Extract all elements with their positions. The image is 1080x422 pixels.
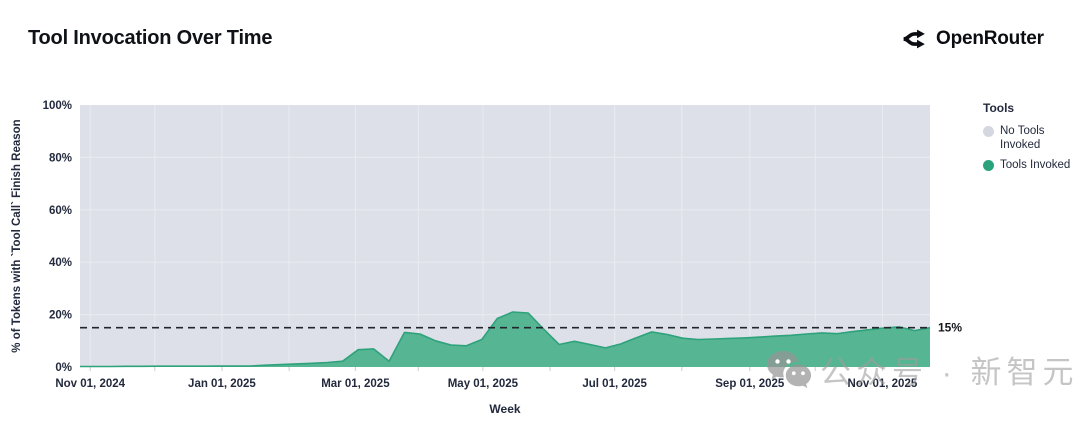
y-tick-label: 100% (43, 100, 72, 112)
gridlines (80, 105, 930, 367)
legend-item-tools-invoked[interactable]: Tools Invoked (983, 159, 1080, 173)
x-tick-label: Nov 01, 2024 (55, 378, 125, 390)
x-axis-labels: Nov 01, 2024 Jan 01, 2025 Mar 01, 2025 May … (55, 378, 917, 390)
page-title: Tool Invocation Over Time (28, 27, 273, 49)
y-axis-labels: 0% 20% 40% 60% 80% 100% (43, 100, 72, 374)
x-tick-label: May 01, 2025 (448, 378, 519, 390)
tools-invoked-line (80, 311, 931, 368)
chart-legend: Tools No Tools Invoked Tools Invoked (983, 101, 1080, 180)
tools-invoked-swatch (983, 160, 994, 172)
x-tick-label: Jul 01, 2025 (582, 378, 647, 390)
tools-invoked-area[interactable] (80, 312, 930, 367)
x-tick-label: Nov 01, 2025 (848, 378, 918, 390)
y-axis-title: % of Tokens with `Tool Call` Finish Reas… (11, 119, 23, 352)
legend-item-no-tools-invoked[interactable]: No Tools Invoked (983, 125, 1080, 152)
x-tick-label: Mar 01, 2025 (321, 378, 390, 390)
y-tick-label: 0% (55, 362, 72, 374)
y-tick-label: 40% (49, 257, 72, 269)
openrouter-wordmark: OpenRouter (936, 28, 1044, 49)
no-tools-invoked-swatch (983, 126, 994, 137)
reference-line-label: 15% (938, 321, 962, 335)
legend-label: No Tools Invoked (1000, 125, 1045, 151)
openrouter-logo: OpenRouter (901, 26, 1044, 52)
y-tick-label: 20% (49, 310, 72, 322)
y-tick-label: 60% (49, 205, 72, 217)
x-tick-label: Jan 01, 2025 (188, 378, 256, 390)
route-split-arrows-icon (903, 29, 925, 49)
legend-title: Tools (983, 101, 1015, 115)
legend-label: Tools Invoked (1000, 159, 1071, 172)
x-tick-label: Sep 01, 2025 (715, 378, 785, 390)
y-tick-label: 80% (49, 152, 72, 164)
x-axis-title: Week (489, 402, 520, 416)
x-tick-marks (89, 367, 883, 371)
